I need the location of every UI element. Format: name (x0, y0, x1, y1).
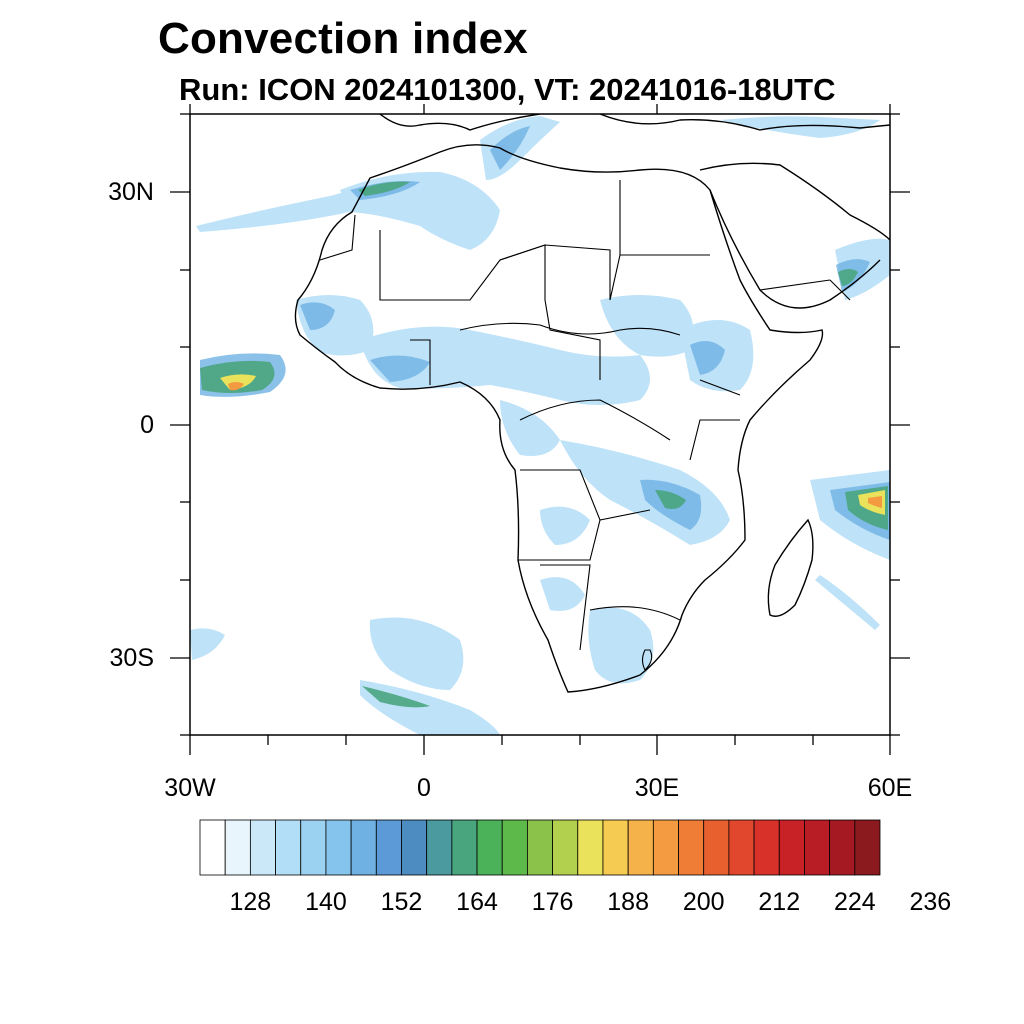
colorbar-box (577, 819, 604, 876)
colorbar-box (300, 819, 327, 876)
madagascar-coastline (767, 518, 814, 617)
colorbar-box (401, 819, 428, 876)
lat-label-30n: 30N (108, 178, 154, 206)
colorbar-label: 164 (456, 888, 498, 916)
colorbar-box (451, 819, 478, 876)
colorbar-box (804, 819, 831, 876)
colorbar-box (627, 819, 654, 876)
colorbar-box (854, 819, 881, 876)
lat-label-0: 0 (140, 411, 154, 439)
lat-label-30s: 30S (109, 644, 154, 672)
colorbar-box (527, 819, 553, 876)
colorbar-box (325, 819, 352, 876)
colorbar-box (753, 819, 780, 876)
colorbar-box (602, 819, 629, 876)
colorbar-box (350, 819, 377, 876)
convection-field (190, 116, 890, 735)
lon-label-30e: 30E (634, 774, 680, 802)
colorbar-box (678, 819, 705, 876)
colorbar-label: 200 (682, 888, 725, 916)
lon-label-60e: 60E (867, 774, 913, 802)
colorbar-box (829, 819, 856, 876)
chart-title: Convection index (158, 14, 528, 63)
colorbar-box (552, 819, 579, 876)
colorbar-box (224, 819, 251, 876)
colorbar-label: 212 (758, 888, 801, 916)
colorbar-box (199, 819, 226, 876)
colorbar-label: 236 (909, 888, 952, 916)
colorbar-box (426, 819, 453, 876)
colorbar-box (476, 819, 503, 876)
africa-coastline (294, 144, 824, 693)
lon-label-0: 0 (417, 774, 431, 802)
colorbar-box (728, 819, 755, 876)
colorbar-label: 176 (531, 888, 574, 916)
axis-ticks (170, 104, 910, 755)
lon-label-30w: 30W (164, 774, 216, 802)
colorbar-box (652, 819, 679, 876)
colorbar-label: 152 (380, 888, 423, 916)
colorbar-box (275, 819, 302, 876)
colorbar-box (375, 819, 402, 876)
arabia-coastline (699, 162, 890, 309)
country-borders (319, 180, 851, 671)
chart-subtitle: Run: ICON 2024101300, VT: 20241016-18UTC (179, 72, 836, 107)
colorbar (199, 819, 881, 876)
colorbar-box (249, 819, 276, 876)
colorbar-label: 128 (229, 888, 272, 916)
colorbar-label: 140 (305, 888, 347, 916)
europe-coastline (379, 114, 890, 131)
colorbar-label: 188 (607, 888, 649, 916)
coastlines-and-borders (294, 114, 890, 693)
colorbar-box (778, 819, 805, 876)
colorbar-box (501, 819, 528, 876)
colorbar-box (703, 819, 730, 876)
colorbar-label: 224 (833, 888, 876, 916)
